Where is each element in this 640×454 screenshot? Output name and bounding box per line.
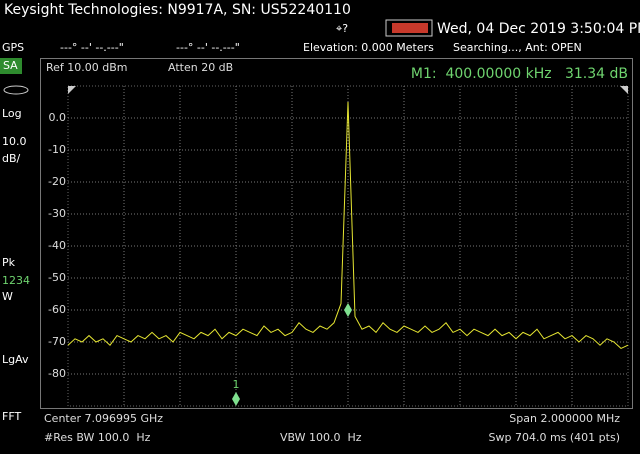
marker (232, 392, 240, 406)
attenuation: Atten 20 dB (168, 61, 233, 74)
rbw: #Res BW 100.0 Hz (44, 431, 151, 444)
elevation: Elevation: 0.000 Meters (303, 41, 434, 54)
y-tick-label: -60 (48, 303, 66, 316)
scale: Log (2, 107, 22, 120)
sweep: Swp 704.0 ms (401 pts) (489, 431, 621, 444)
ref-arrow (68, 86, 76, 94)
gps-icon: ⌖? (336, 22, 348, 35)
y-tick-label: -50 (48, 271, 66, 284)
peak-marker (344, 303, 352, 317)
y-tick-label: -80 (48, 367, 66, 380)
y-tick-label: -40 (48, 239, 66, 252)
marker-label: 1 (233, 378, 240, 391)
center: Center 7.096995 GHz (44, 412, 163, 425)
datetime: Wed, 04 Dec 2019 3:50:04 PM (437, 21, 640, 37)
y-tick-label: -20 (48, 175, 66, 188)
rotate-icon (3, 85, 29, 95)
ref-level: Ref 10.00 dBm (46, 61, 128, 74)
marker-readout: M1: 400.00000 kHz 31.34 dB (411, 66, 628, 82)
span: Span 2.000000 MHz (509, 412, 620, 425)
gps-label: GPS (2, 41, 24, 54)
ref-arrow (620, 86, 628, 94)
longitude: ---° --' --.---" (176, 41, 240, 54)
y-tick-label: -30 (48, 207, 66, 220)
fft: FFT (2, 410, 21, 423)
latitude: ---° --' --.---" (60, 41, 124, 54)
trace-mode: W (2, 290, 13, 303)
spectrum-plot: 0.0 -10 -20 -30 -40 -50 -60 -70 -80 1 (48, 85, 629, 407)
antenna: Searching..., Ant: OPEN (453, 41, 582, 54)
y-tick-label: 0.0 (49, 111, 67, 124)
scale-unit: dB/ (2, 152, 21, 165)
battery-icon (385, 19, 433, 37)
mode[interactable]: SA (3, 59, 18, 72)
trace (67, 101, 629, 349)
title: Keysight Technologies: N9917A, SN: US522… (4, 2, 351, 18)
scale-div: 10.0 (2, 135, 27, 148)
mode-box[interactable] (0, 58, 22, 74)
y-tick-label: -70 (48, 335, 66, 348)
detector: Pk (2, 256, 16, 269)
traces: 1234 (2, 274, 30, 287)
y-tick-label: -10 (48, 143, 66, 156)
battery-level (392, 23, 428, 33)
plot-border (40, 58, 633, 409)
average: LgAv (2, 353, 29, 366)
vbw: VBW 100.0 Hz (280, 431, 362, 444)
